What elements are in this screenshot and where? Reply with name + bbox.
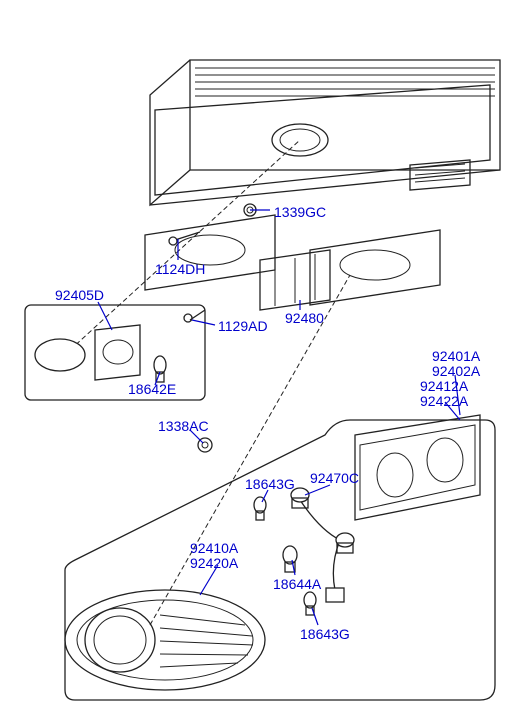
bulb-18643G-upper (254, 497, 266, 520)
truck-bed (150, 60, 500, 205)
diagram-container: 1339GC 92405D 1124DH 1129AD 92480 18642E… (0, 0, 532, 727)
label-1338AC: 1338AC (158, 418, 209, 434)
label-18642E: 18642E (128, 381, 176, 397)
left-plate (145, 215, 275, 290)
label-92480: 92480 (285, 310, 324, 326)
label-92405D: 92405D (55, 287, 104, 303)
label-92401A: 92401A (432, 348, 480, 364)
label-92422A: 92422A (420, 393, 468, 409)
license-lamp-assy (35, 310, 205, 382)
label-92402A: 92402A (432, 363, 480, 379)
label-1129AD: 1129AD (218, 318, 268, 334)
label-18643G-a: 18643G (245, 476, 295, 492)
screw-1124DH (169, 232, 200, 245)
label-92412A: 92412A (420, 378, 468, 394)
center-bracket-92480 (260, 250, 330, 310)
label-18644A: 18644A (273, 576, 321, 592)
label-92410A: 92410A (190, 540, 238, 556)
bulb-18644A (283, 546, 297, 572)
bulb-18643G-lower (304, 592, 316, 615)
label-1339GC: 1339GC (274, 204, 326, 220)
rear-lamp-lens (65, 590, 265, 690)
label-1124DH: 1124DH (155, 261, 205, 277)
label-92420A: 92420A (190, 555, 238, 571)
label-92470C: 92470C (310, 470, 359, 486)
rear-lamp-housing (355, 415, 480, 520)
label-18643G-b: 18643G (300, 626, 350, 642)
